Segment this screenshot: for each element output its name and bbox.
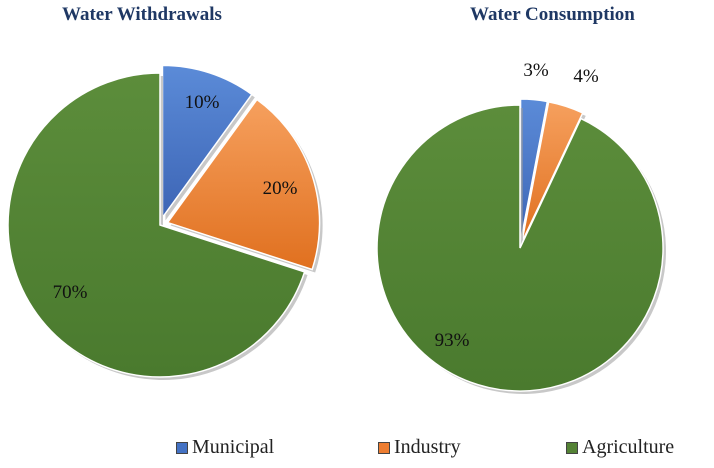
pie-0-label-agriculture: 70% xyxy=(53,282,88,303)
legend-label-industry: Industry xyxy=(394,436,461,458)
legend-label-municipal: Municipal xyxy=(192,436,275,458)
legend-item-industry: Industry xyxy=(378,436,461,459)
pie-1-label-agriculture: 93% xyxy=(435,330,470,351)
legend-swatch-municipal xyxy=(176,441,188,454)
legend-swatch-agriculture xyxy=(566,441,578,454)
pie-charts: 10% 20% 70% 3% 4% 93% xyxy=(7,60,667,394)
legend-swatch-industry xyxy=(378,441,390,454)
legend-item-municipal: Municipal xyxy=(176,436,274,459)
pie-1-slice-industry xyxy=(521,100,584,243)
pie-consumption: 3% 4% 93% xyxy=(376,60,667,394)
pie-0-slice-industry xyxy=(166,98,321,271)
chart-title-consumption: Water Consumption xyxy=(470,4,635,25)
pie-1-label-municipal: 3% xyxy=(523,60,549,81)
pie-withdrawals: 10% 20% 70% xyxy=(7,64,323,380)
pie-0-label-industry: 20% xyxy=(263,178,298,199)
pie-1-label-industry: 4% xyxy=(573,66,599,87)
chart-title-withdrawals: Water Withdrawals xyxy=(62,4,222,25)
legend: Municipal Industry Agriculture xyxy=(0,436,714,464)
legend-label-agriculture: Agriculture xyxy=(582,436,675,458)
pie-1-slice-municipal xyxy=(519,98,549,243)
pie-0-slice-agriculture xyxy=(7,72,306,378)
pie-0-label-municipal: 10% xyxy=(185,92,220,113)
pie-1-slice-agriculture xyxy=(376,104,664,392)
legend-item-agriculture: Agriculture xyxy=(566,436,674,459)
pie-0-slice-municipal xyxy=(161,64,253,220)
